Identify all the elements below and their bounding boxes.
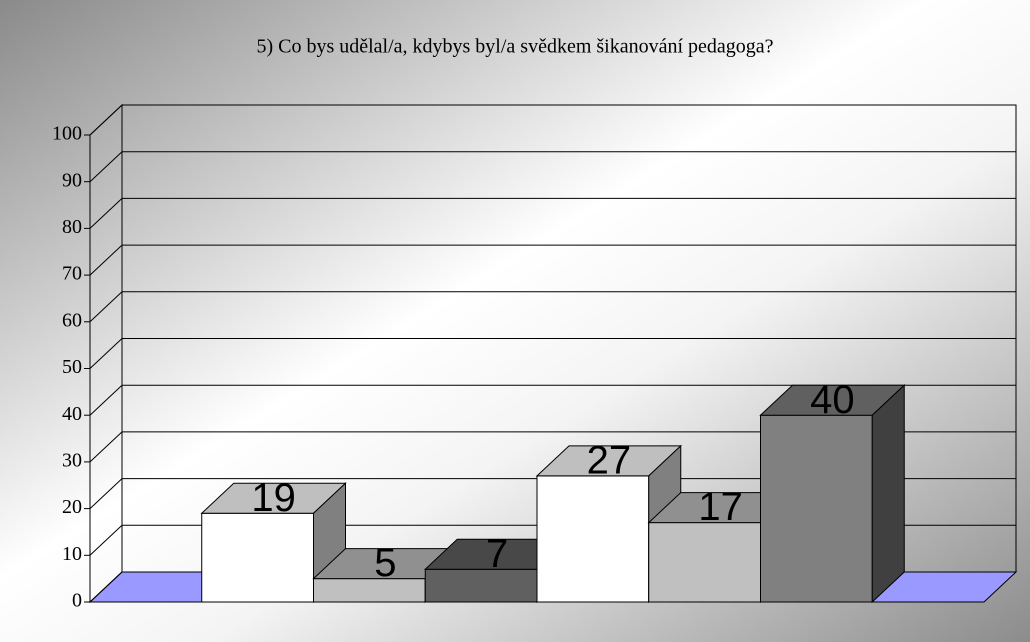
grid-line: [89, 197, 1016, 229]
data-label: 40: [810, 378, 855, 422]
y-tick-label: 10: [62, 543, 82, 565]
y-tick-label: 70: [62, 263, 82, 285]
bar: [536, 475, 650, 603]
data-label: 17: [698, 485, 743, 529]
data-label: 27: [587, 438, 632, 482]
grid-line: [89, 291, 1016, 323]
grid-line: [89, 478, 1016, 509]
chart-title: 5) Co bys udělal/a, kdybys byl/a svědkem…: [256, 36, 773, 58]
y-tick-label: 60: [62, 309, 82, 331]
bar: [424, 568, 538, 603]
y-tick-label: 40: [62, 403, 82, 425]
y-tick-label: 20: [62, 496, 82, 518]
data-label: 5: [374, 541, 396, 585]
bar: [648, 522, 761, 603]
data-label: 7: [486, 532, 508, 576]
y-tick-label: 0: [72, 590, 82, 612]
data-label: 19: [251, 476, 296, 520]
y-tick-label: 50: [62, 356, 82, 378]
grid-line: [89, 104, 1016, 136]
grid-line: [89, 151, 1016, 183]
bar-side: [871, 384, 905, 604]
grid-line: [89, 244, 1016, 276]
y-tick-label: 100: [52, 123, 82, 145]
grid-line: [89, 338, 1016, 369]
plot-area: 0 10 20 30 40 50 60 70 80 90 100 19 5 7 27 17 40: [52, 103, 1018, 612]
grid-line: [89, 384, 1016, 416]
y-tick-label: 80: [62, 216, 82, 238]
bar: [313, 578, 426, 603]
grid-line: [89, 431, 1016, 463]
bar: [760, 414, 873, 603]
y-tick-label: 90: [62, 169, 82, 191]
bar: [201, 512, 314, 603]
y-tick-label: 30: [62, 449, 82, 471]
